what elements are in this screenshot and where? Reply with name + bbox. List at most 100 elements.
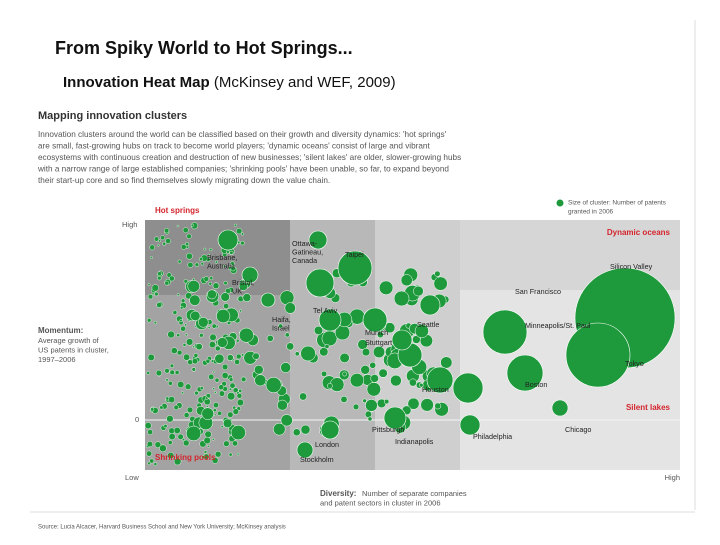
label: are small, fast-growing hubs on track to… (38, 142, 430, 151)
bubble (223, 281, 228, 286)
bubble (239, 309, 243, 313)
bubble (157, 271, 162, 277)
cluster-label: Philadelphia (473, 432, 512, 441)
bubble (266, 334, 274, 342)
axis-label: Momentum: (38, 326, 83, 335)
bubble (273, 422, 286, 436)
bubble (209, 276, 214, 281)
bubble (176, 224, 180, 228)
bubble (180, 244, 187, 250)
bubble (153, 321, 157, 325)
bubble (168, 380, 173, 386)
bubble (179, 306, 184, 310)
bubble (299, 392, 308, 401)
bubble (222, 363, 229, 371)
bubble (173, 404, 179, 411)
bubble (170, 347, 178, 354)
bubble (214, 260, 218, 264)
bubble (313, 325, 324, 335)
quadrant-label: Silent lakes (626, 403, 671, 412)
bubble (352, 403, 360, 411)
bubble (165, 378, 169, 382)
bubble (168, 433, 176, 440)
bubble (208, 373, 215, 380)
bubble (357, 339, 368, 350)
bubble (199, 333, 204, 338)
bubble (241, 266, 259, 284)
bubble (240, 240, 245, 246)
bubble (222, 264, 226, 268)
axis-label: and patent sectors in cluster in 2006 (320, 498, 441, 507)
bubble (420, 398, 434, 412)
bubble (252, 352, 260, 360)
bubble (217, 337, 228, 348)
bubble (277, 399, 288, 411)
cluster-label: Stockholm (300, 455, 334, 464)
bubble (177, 259, 182, 264)
cluster-label: Indianapolis (395, 437, 434, 446)
bubble (173, 427, 181, 434)
bubble (162, 241, 167, 246)
bubble (147, 461, 151, 466)
bubble (230, 261, 235, 266)
bubble (212, 370, 215, 374)
bubble (378, 368, 388, 378)
bubble (360, 365, 370, 375)
bubble (155, 369, 163, 377)
subtitle-bold: Innovation Heat Map (63, 74, 210, 91)
cluster-label: Haifa, (272, 315, 291, 324)
bubble (166, 415, 174, 423)
axis-label: 0 (135, 415, 139, 424)
bubble (168, 275, 175, 282)
bubble (154, 441, 162, 448)
bubble (213, 413, 217, 416)
cluster-label: London (315, 440, 339, 449)
bubble (321, 330, 338, 347)
bubble (408, 378, 417, 387)
bubble (151, 292, 155, 296)
cluster-label: Houston (422, 385, 449, 394)
axis-label: Number of separate companies (362, 489, 467, 498)
quadrant-label: Shrinking pools (155, 453, 216, 462)
bubble (339, 352, 350, 363)
bubble (199, 386, 204, 390)
bubble (159, 444, 167, 452)
bubble (300, 424, 311, 435)
bubble (147, 429, 153, 435)
bubble (164, 280, 170, 286)
bubble (203, 247, 207, 251)
bubble (236, 452, 240, 456)
bubble (149, 244, 155, 251)
bubble (192, 345, 195, 349)
bubble (190, 223, 194, 227)
bubble (214, 353, 225, 364)
bubble (459, 414, 481, 436)
bubble (223, 303, 230, 309)
label: Size of cluster: Number of patents (568, 200, 667, 207)
bubble (215, 345, 221, 352)
bubble (149, 458, 155, 464)
bubble (235, 353, 242, 360)
bubble (181, 391, 184, 395)
bubble (208, 341, 216, 348)
bubble (147, 283, 151, 286)
bubble (342, 371, 347, 377)
bubble (176, 333, 181, 338)
bubble (434, 270, 441, 277)
bubble (154, 291, 159, 297)
bubble (234, 359, 240, 365)
axis-label: Low (125, 473, 139, 482)
quadrant-label: Dynamic oceans (607, 228, 671, 237)
bubble (238, 327, 254, 343)
bubble (278, 323, 284, 329)
bubble (160, 235, 166, 241)
bubble (150, 407, 155, 412)
bubble (238, 281, 249, 291)
bubble (206, 405, 209, 408)
bubble (167, 330, 175, 339)
cluster-label: Australia (207, 261, 235, 270)
bubble (305, 268, 335, 298)
bubble (216, 309, 231, 324)
subtitle-rest: (McKinsey and WEF, 2009) (214, 74, 396, 91)
